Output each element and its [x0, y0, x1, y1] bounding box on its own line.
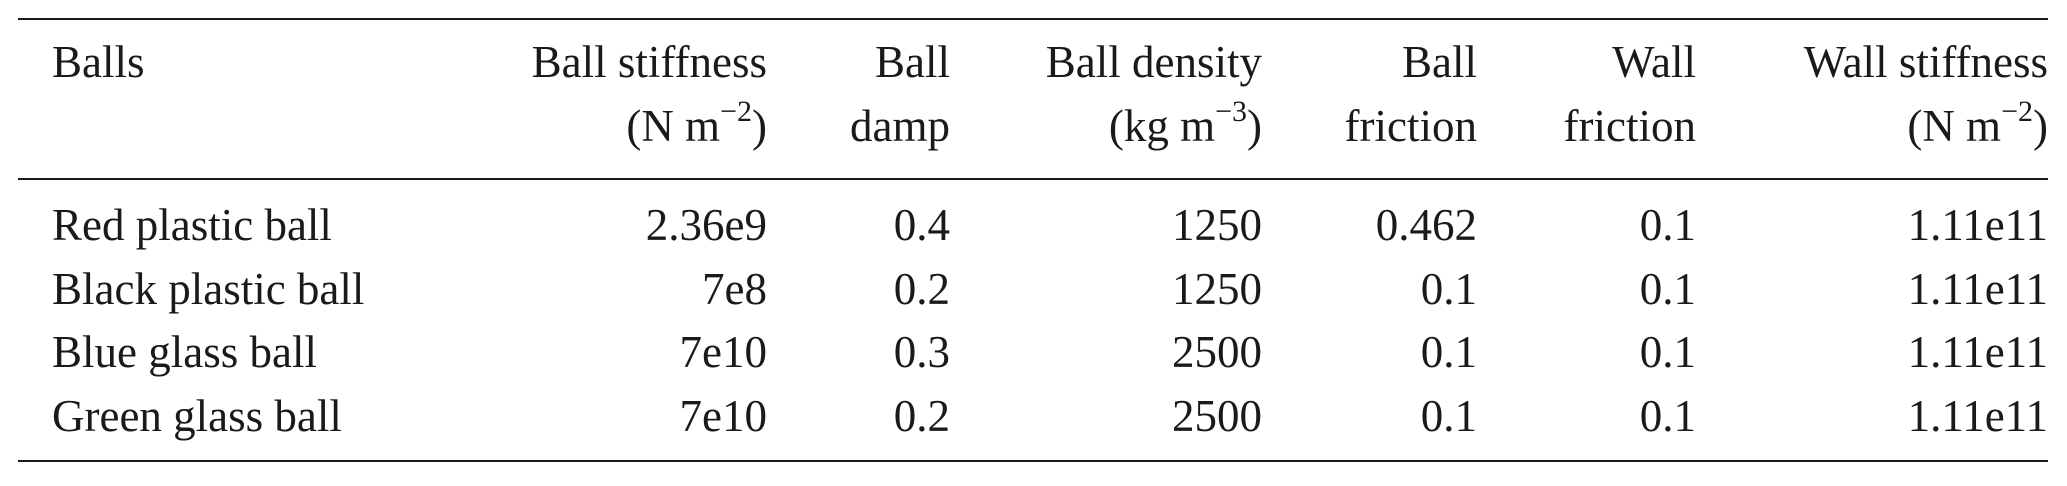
wall-friction-value: 0.1 [1639, 200, 1696, 250]
header-ball-friction: Ball friction [1344, 37, 1477, 151]
ball-damp-value: 0.2 [893, 263, 950, 314]
ball-density-value: 1250 [1172, 200, 1262, 250]
wall-friction-value: 0.1 [1639, 327, 1696, 377]
ball-stiffness-value: 2.36e9 [645, 200, 767, 250]
table-row: Blue glass ball 7e10 0.3 2500 0.1 0.1 1.… [18, 321, 2048, 385]
ball-friction-value: 0.1 [1420, 390, 1477, 441]
wall-friction-value: 0.1 [1639, 263, 1696, 314]
ball-density-value: 2500 [1172, 327, 1262, 377]
header-row: Balls Ball stiffness (N m−2) Ball damp B… [18, 20, 2048, 158]
parameter-table: Balls Ball stiffness (N m−2) Ball damp B… [18, 18, 2048, 462]
top-rule [18, 18, 2048, 20]
wall-stiffness-value: 1.11e11 [1907, 390, 2048, 441]
ball-name: Blue glass ball [52, 327, 317, 377]
wall-stiffness-value: 1.11e11 [1907, 200, 2048, 250]
table-body: Red plastic ball 2.36e9 0.4 1250 0.462 0… [18, 180, 2048, 460]
ball-stiffness-value: 7e10 [679, 327, 767, 377]
ball-stiffness-value: 7e10 [679, 390, 767, 441]
ball-density-value: 2500 [1172, 390, 1262, 441]
table-row: Red plastic ball 2.36e9 0.4 1250 0.462 0… [18, 194, 2048, 258]
header-ball-stiffness: Ball stiffness (N m−2) [531, 37, 767, 151]
header-wall-friction: Wall friction [1563, 37, 1696, 151]
wall-stiffness-value: 1.11e11 [1907, 327, 2048, 377]
table-row: Green glass ball 7e10 0.2 2500 0.1 0.1 1… [18, 385, 2048, 449]
ball-friction-value: 0.1 [1420, 327, 1477, 377]
ball-name: Red plastic ball [52, 200, 332, 250]
header-ball-damp: Ball damp [850, 37, 950, 151]
table-header: Balls Ball stiffness (N m−2) Ball damp B… [18, 20, 2048, 158]
wall-friction-value: 0.1 [1639, 390, 1696, 441]
ball-name: Green glass ball [52, 390, 342, 441]
header-wall-stiffness: Wall stiffness (N m−2) [1803, 37, 2048, 151]
header-balls: Balls [52, 37, 145, 87]
ball-damp-value: 0.3 [893, 327, 950, 377]
ball-density-value: 1250 [1172, 263, 1262, 314]
header-rule [18, 178, 2048, 180]
wall-stiffness-value: 1.11e11 [1907, 263, 2048, 314]
ball-damp-value: 0.4 [893, 200, 950, 250]
ball-damp-value: 0.2 [893, 390, 950, 441]
ball-stiffness-value: 7e8 [702, 263, 767, 314]
ball-friction-value: 0.1 [1420, 263, 1477, 314]
ball-name: Black plastic ball [52, 263, 365, 314]
table-row: Black plastic ball 7e8 0.2 1250 0.1 0.1 … [18, 258, 2048, 322]
bottom-rule [18, 460, 2048, 462]
ball-friction-value: 0.462 [1375, 200, 1477, 250]
header-ball-density: Ball density (kg m−3) [1045, 37, 1262, 151]
